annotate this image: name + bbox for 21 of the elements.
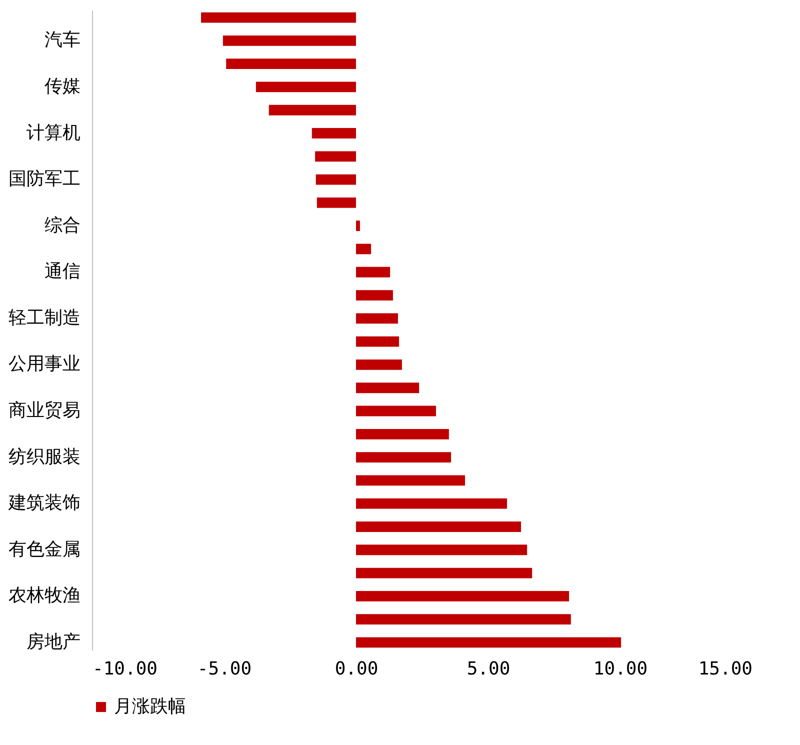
y-tick-label: 传媒 — [44, 76, 80, 97]
y-tick-label: 计算机 — [26, 122, 80, 144]
y-tick-label: 农林牧渔 — [8, 585, 80, 606]
y-tick-label: 综合 — [44, 214, 80, 236]
x-tick-label: 10.00 — [593, 658, 648, 680]
y-tick-label: 汽车 — [44, 30, 80, 51]
y-tick-label: 公用事业 — [8, 354, 80, 375]
y-tick-label: 国防军工 — [8, 168, 80, 190]
y-tick-label: 房地产 — [26, 631, 80, 652]
y-tick-label: 纺织服装 — [8, 446, 80, 468]
y-tick-label: 建筑装饰 — [8, 492, 80, 514]
y-tick-label: 轻工制造 — [8, 307, 80, 328]
y-tick-label: 有色金属 — [8, 538, 80, 560]
y-tick-label: 商业贸易 — [8, 400, 80, 422]
y-tick-label: 通信 — [44, 261, 80, 282]
x-tick-label: 5.00 — [466, 658, 510, 680]
x-tick-label: -10.00 — [92, 658, 158, 680]
x-tick-label: -5.00 — [197, 658, 252, 680]
legend-label: 月涨跌幅 — [114, 696, 186, 717]
x-tick-label: 0.00 — [334, 658, 378, 680]
x-tick-label: 15.00 — [698, 658, 752, 680]
